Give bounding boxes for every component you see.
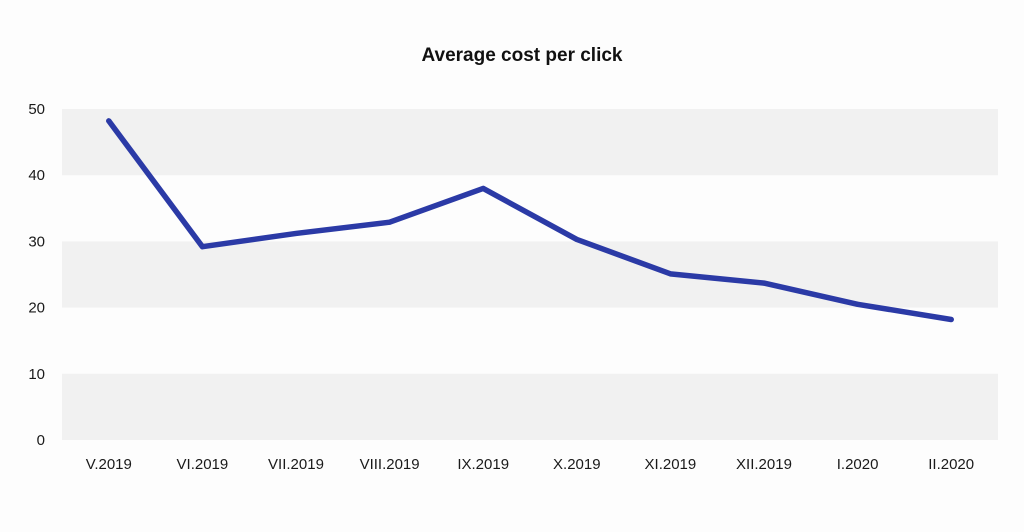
data-point	[855, 301, 861, 307]
x-tick-label: VIII.2019	[360, 456, 420, 473]
y-tick-label: 10	[28, 366, 45, 383]
x-tick-label: II.2020	[928, 456, 974, 473]
data-point	[106, 118, 112, 124]
x-tick-label: X.2019	[553, 456, 601, 473]
y-tick-label: 50	[28, 101, 45, 118]
data-point	[199, 244, 205, 250]
series-line	[106, 118, 954, 323]
data-point	[667, 271, 673, 277]
x-tick-label: VI.2019	[177, 456, 229, 473]
x-tick-label: VII.2019	[268, 456, 324, 473]
x-axis-ticks: V.2019 VI.2019 VII.2019 VIII.2019 IX.2019 X.2…	[86, 456, 974, 473]
x-tick-label: XI.2019	[645, 456, 697, 473]
data-point	[480, 185, 486, 191]
data-point	[948, 317, 954, 323]
x-tick-label: XII.2019	[736, 456, 792, 473]
x-tick-label: IX.2019	[457, 456, 509, 473]
y-axis-ticks: 0 10 20 30 40 50	[28, 101, 45, 449]
x-tick-label: V.2019	[86, 456, 132, 473]
y-tick-label: 40	[28, 167, 45, 184]
grid-bands	[62, 109, 998, 440]
y-tick-label: 20	[28, 300, 45, 317]
y-tick-label: 0	[37, 432, 45, 449]
chart-title: Average cost per click	[421, 45, 622, 66]
grid-band	[62, 241, 998, 308]
y-tick-label: 30	[28, 233, 45, 250]
data-point	[574, 236, 580, 242]
series-layer	[106, 118, 954, 323]
data-point	[761, 280, 767, 286]
x-tick-label: I.2020	[837, 456, 879, 473]
data-point	[387, 219, 393, 225]
grid-band	[62, 109, 998, 176]
grid-band	[62, 373, 998, 440]
data-point	[293, 230, 299, 236]
